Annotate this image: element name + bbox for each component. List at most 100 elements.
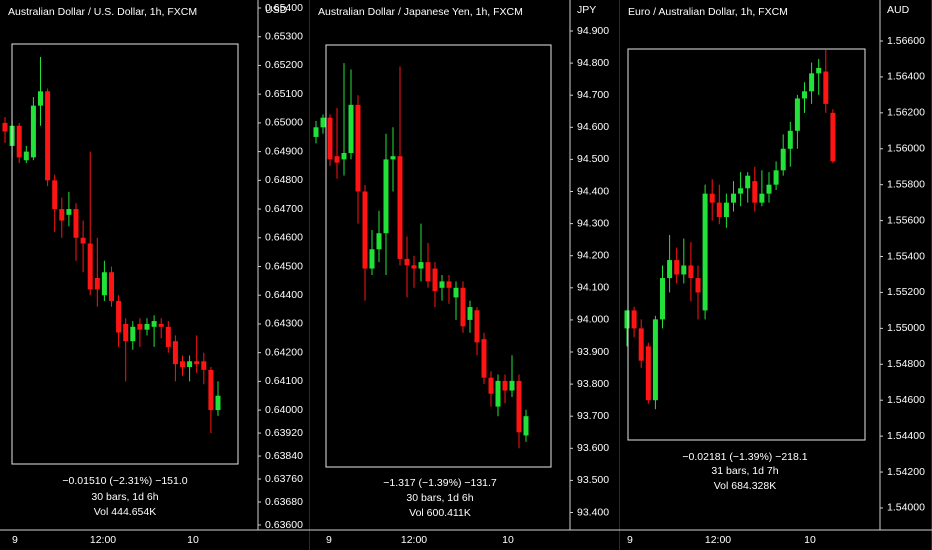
candle-body [418, 262, 424, 269]
candle-body [16, 125, 22, 158]
candle-body [667, 260, 673, 279]
y-tick-label: 93.700 [577, 410, 609, 422]
candle-body [752, 181, 758, 203]
y-tick-label: 94.500 [577, 153, 609, 165]
range-stat: −0.02181 (−1.39%) −218.1 [682, 451, 807, 463]
candle-body [794, 98, 800, 131]
candle-body [165, 326, 171, 347]
y-tick-label: 93.900 [577, 346, 609, 358]
y-tick-label: 93.400 [577, 506, 609, 518]
candle-body [101, 272, 107, 296]
y-tick-label: 1.54200 [887, 466, 925, 478]
candle-body [652, 319, 658, 401]
y-tick-label: 1.55400 [887, 250, 925, 262]
candle-body [376, 233, 382, 250]
candle-body [390, 156, 396, 160]
range-stat: −1.317 (−1.39%) −131.7 [383, 477, 497, 489]
candle-body [52, 180, 58, 210]
range-stat: 30 bars, 1d 6h [406, 492, 473, 504]
candle-body [30, 105, 36, 158]
candle-body [681, 265, 687, 275]
candle-body [446, 281, 452, 288]
candle-body [787, 130, 793, 149]
candle-body [313, 127, 319, 137]
y-tick-label: 0.64500 [265, 260, 303, 272]
y-tick-label: 93.600 [577, 442, 609, 454]
y-tick-label: 94.900 [577, 25, 609, 37]
y-tick-label: 1.56600 [887, 35, 925, 47]
y-tick-label: 94.700 [577, 89, 609, 101]
candle-body [738, 188, 744, 194]
range-stat: Vol 684.328K [714, 480, 776, 492]
candle-body [87, 243, 93, 290]
candle-body [638, 328, 644, 361]
y-tick-label: 1.55800 [887, 178, 925, 190]
y-tick-label: 1.56200 [887, 107, 925, 119]
y-tick-label: 1.54000 [887, 502, 925, 514]
y-tick-label: 94.000 [577, 314, 609, 326]
candle-body [201, 361, 207, 370]
candle-body [802, 91, 807, 99]
candle-body [320, 117, 326, 128]
range-stat: 31 bars, 1d 7h [711, 465, 778, 477]
y-tick-label: 94.600 [577, 121, 609, 133]
y-tick-label: 0.63760 [265, 473, 303, 485]
y-tick-label: 0.65300 [265, 31, 303, 43]
y-tick-label: 94.300 [577, 217, 609, 229]
candle-body [38, 91, 43, 106]
x-tick-label: 12:00 [90, 534, 116, 546]
candle-body [688, 265, 694, 279]
x-tick-label: 10 [187, 534, 199, 546]
candle-body [624, 310, 630, 329]
candle-body [809, 73, 815, 92]
candle-body [144, 323, 150, 330]
range-stat: 30 bars, 1d 6h [91, 491, 158, 503]
y-tick-label: 0.64200 [265, 346, 303, 358]
range-box [325, 44, 552, 468]
candle-body [45, 91, 51, 181]
candle-body [2, 122, 8, 132]
candle-body [674, 260, 680, 275]
candle-body [660, 278, 665, 320]
candle-body [172, 341, 178, 365]
range-stat: −0.01510 (−2.31%) −151.0 [62, 475, 187, 487]
candle-body [502, 380, 508, 391]
candle-body [460, 287, 466, 327]
range-box [627, 48, 866, 441]
candle-body [432, 268, 438, 292]
y-tick-label: 0.63920 [265, 427, 303, 439]
candle-body [327, 117, 333, 160]
chart-title: Australian Dollar / U.S. Dollar, 1h, FXC… [8, 6, 197, 18]
y-tick-label: 0.64100 [265, 375, 303, 387]
x-tick-label: 12:00 [705, 534, 731, 546]
range-stat: Vol 444.654K [94, 506, 156, 518]
y-tick-label: 0.65000 [265, 117, 303, 129]
candle-body [341, 152, 347, 160]
candle-body [116, 300, 122, 333]
y-tick-label: 0.64800 [265, 174, 303, 186]
x-tick-label: 9 [627, 534, 633, 546]
y-tick-label: 0.63840 [265, 450, 303, 462]
chart-title: Euro / Australian Dollar, 1h, FXCM [628, 6, 788, 18]
y-tick-label: 1.55200 [887, 286, 925, 298]
candle-body [123, 323, 129, 342]
candle-body [66, 209, 72, 215]
y-tick-label: 0.64000 [265, 404, 303, 416]
candle-body [645, 346, 651, 401]
candle-body [194, 361, 200, 365]
candle-body [369, 249, 375, 269]
candle-body [425, 262, 431, 282]
y-tick-label: 0.65100 [265, 88, 303, 100]
y-tick-label: 1.54800 [887, 358, 925, 370]
y-tick-label: 1.54600 [887, 394, 925, 406]
y-tick-label: 0.64900 [265, 145, 303, 157]
x-tick-label: 9 [326, 534, 332, 546]
y-tick-label: 93.500 [577, 474, 609, 486]
candle-body [523, 416, 529, 436]
candle-body [766, 184, 772, 194]
candle-body [731, 193, 736, 203]
y-tick-label: 0.65400 [265, 2, 303, 14]
y-tick-label: 1.54400 [887, 430, 925, 442]
y-tick-label: 0.65200 [265, 59, 303, 71]
candle-body [94, 277, 100, 290]
